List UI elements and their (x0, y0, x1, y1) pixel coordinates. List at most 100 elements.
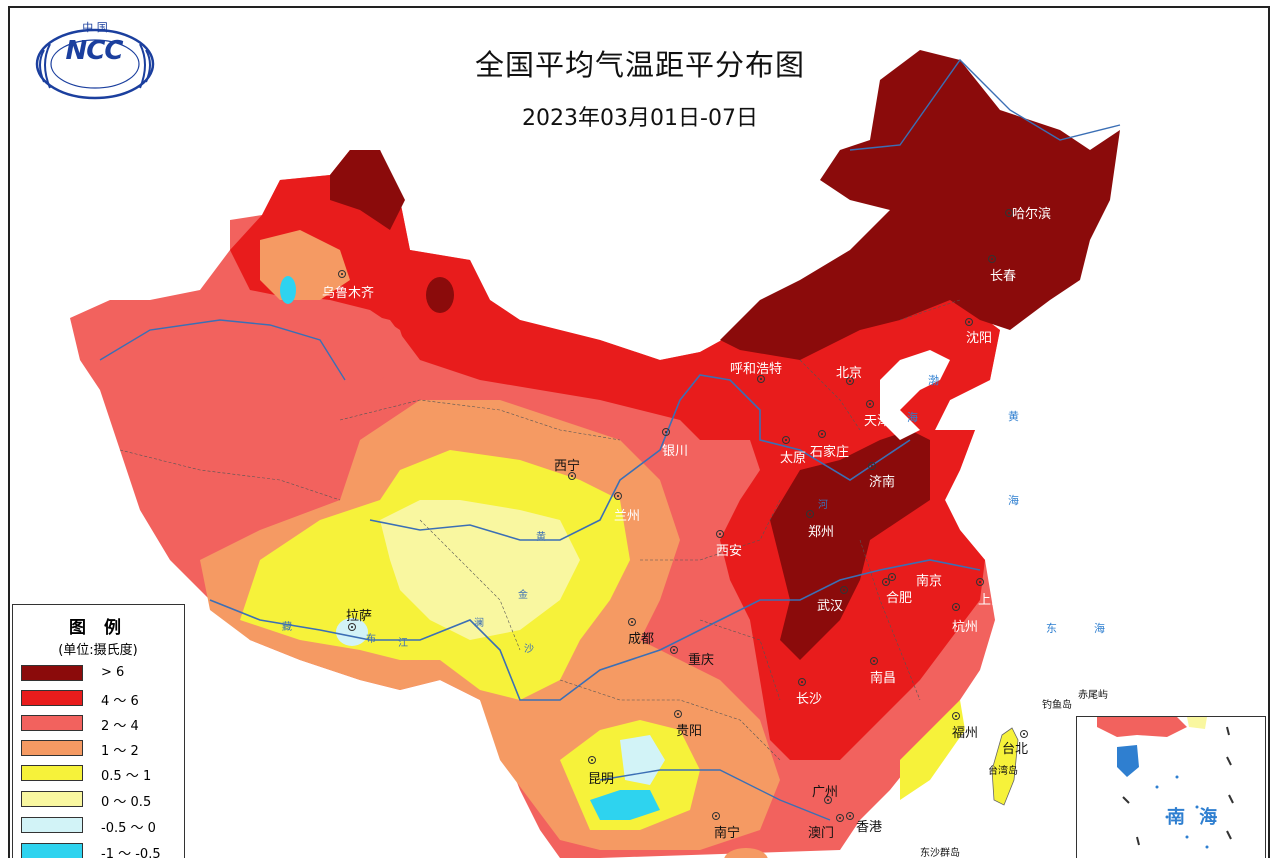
city-label-taipei: 台北 (1002, 742, 1029, 757)
legend-label: > 6 (101, 665, 125, 680)
island-label-diaoyu: 钓鱼岛 (1042, 700, 1072, 711)
city-marker (870, 657, 878, 665)
city-marker (670, 646, 678, 654)
city-marker (824, 796, 832, 804)
zone-0-0.5-plateau (380, 500, 580, 640)
city-label-hefei: 合肥 (886, 591, 913, 606)
legend-unit: (单位:摄氏度) (58, 643, 138, 658)
city-label-nanjing: 南京 (916, 574, 943, 589)
city-label-wuhan: 武汉 (817, 599, 844, 614)
legend-swatch (21, 690, 83, 706)
zone-0.5-1-coast (900, 700, 965, 800)
logo-top-text: 中 国 (82, 21, 108, 34)
island-label-taiwan: 台湾岛 (988, 766, 1018, 777)
sea-label-huang-2: 海 (1008, 494, 1019, 507)
sea-label-bohai: 渤 (928, 374, 939, 387)
city-label-taiyuan: 太原 (780, 451, 807, 466)
city-marker (782, 436, 790, 444)
river-label-lan: 澜 (474, 618, 484, 629)
island-label-dongsha: 东沙群岛 (920, 848, 960, 858)
city-marker (614, 492, 622, 500)
city-label-nanning: 南宁 (714, 826, 741, 841)
city-label-hohhot: 呼和浩特 (730, 362, 783, 377)
river-label-zang: 藏 (282, 622, 292, 633)
zone-over-6-northwest (330, 150, 405, 230)
city-marker (662, 428, 670, 436)
bohai-sea (880, 350, 950, 440)
city-marker (1020, 730, 1028, 738)
legend-label: 1 ～ 2 (101, 744, 139, 759)
island-label-chiwei: 赤尾屿 (1078, 690, 1108, 701)
legend-title: 图 例 (69, 618, 127, 638)
legend-swatch (21, 843, 83, 858)
river-label-huang: 黄 (536, 532, 546, 543)
river-label-he: 河 (818, 500, 828, 511)
city-label-chongqing: 重庆 (688, 653, 715, 668)
city-label-shanghai: 上海 (978, 593, 1005, 608)
city-marker (868, 462, 876, 470)
city-marker (846, 812, 854, 820)
legend-swatch (21, 791, 83, 807)
legend-label: 0.5 ～ 1 (101, 769, 152, 784)
city-label-chengdu: 成都 (628, 632, 655, 647)
city-marker (866, 400, 874, 408)
legend-swatch (21, 665, 83, 681)
hainan-island (724, 848, 768, 858)
legend-label: -1 ～ -0.5 (101, 847, 161, 858)
city-label-fuzhou: 福州 (952, 726, 979, 741)
zone-over-6-northeast (720, 50, 1120, 360)
city-label-nanchang: 南昌 (870, 671, 897, 686)
city-label-lhasa: 拉萨 (346, 609, 373, 624)
city-marker (716, 530, 724, 538)
city-label-beijing: 北京 (836, 366, 863, 381)
province-borders (119, 299, 961, 761)
city-label-macau: 澳门 (808, 826, 835, 841)
city-marker (588, 756, 596, 764)
ncc-logo (30, 20, 160, 104)
city-marker (348, 623, 356, 631)
city-marker (798, 678, 806, 686)
river-label-jin: 金 (518, 590, 528, 601)
map-title: 全国平均气温距平分布图 (474, 48, 805, 82)
city-marker (1005, 209, 1013, 217)
city-marker (952, 712, 960, 720)
legend-swatch (21, 715, 83, 731)
pearl-river (599, 769, 831, 821)
river-label-jiang: 江 (398, 638, 408, 649)
city-label-shijiazhuang: 石家庄 (810, 445, 850, 460)
logo-text: NCC (65, 36, 124, 66)
legend-label: 0 ～ 0.5 (101, 795, 152, 810)
legend-swatch (21, 765, 83, 781)
city-label-yinchuan: 银川 (662, 444, 689, 459)
river-label-bu: 布 (366, 634, 376, 645)
legend-label: 4 ～ 6 (101, 694, 139, 709)
city-marker (846, 377, 854, 385)
city-marker (840, 586, 848, 594)
legend-label: -0.5 ～ 0 (101, 821, 156, 836)
city-marker (674, 710, 682, 718)
zone-2-4-xinjiang (80, 295, 410, 420)
city-label-tianjin: 天津 (864, 414, 891, 429)
legend: 图 例 (单位:摄氏度) > 6 4 ～ 6 2 ～ 4 1 ～ 2 0.5 ～… (12, 604, 185, 858)
city-marker (882, 578, 890, 586)
yellow-river (369, 374, 911, 541)
sea-label-nanhai: 南 海 (1167, 807, 1222, 828)
legend-label: 2 ～ 4 (101, 719, 139, 734)
city-marker (757, 375, 765, 383)
city-label-lanzhou: 兰州 (614, 509, 641, 524)
sea-label-dong-2: 海 (1094, 622, 1105, 635)
sea-label-bohai-2: 海 (907, 411, 918, 424)
river-label-sha: 沙 (524, 644, 534, 655)
zone-over-6-central (770, 430, 930, 660)
city-marker (988, 255, 996, 263)
city-marker (836, 814, 844, 822)
zone-neg-south (590, 790, 660, 820)
city-label-zhengzhou: 郑州 (808, 525, 835, 540)
city-label-urumqi: 乌鲁木齐 (322, 286, 375, 301)
city-label-hangzhou: 杭州 (952, 620, 979, 635)
sea-label-huang: 黄 (1008, 410, 1019, 423)
city-marker (976, 578, 984, 586)
city-label-kunming: 昆明 (588, 772, 615, 787)
zone-neg-lhasa (336, 618, 368, 646)
